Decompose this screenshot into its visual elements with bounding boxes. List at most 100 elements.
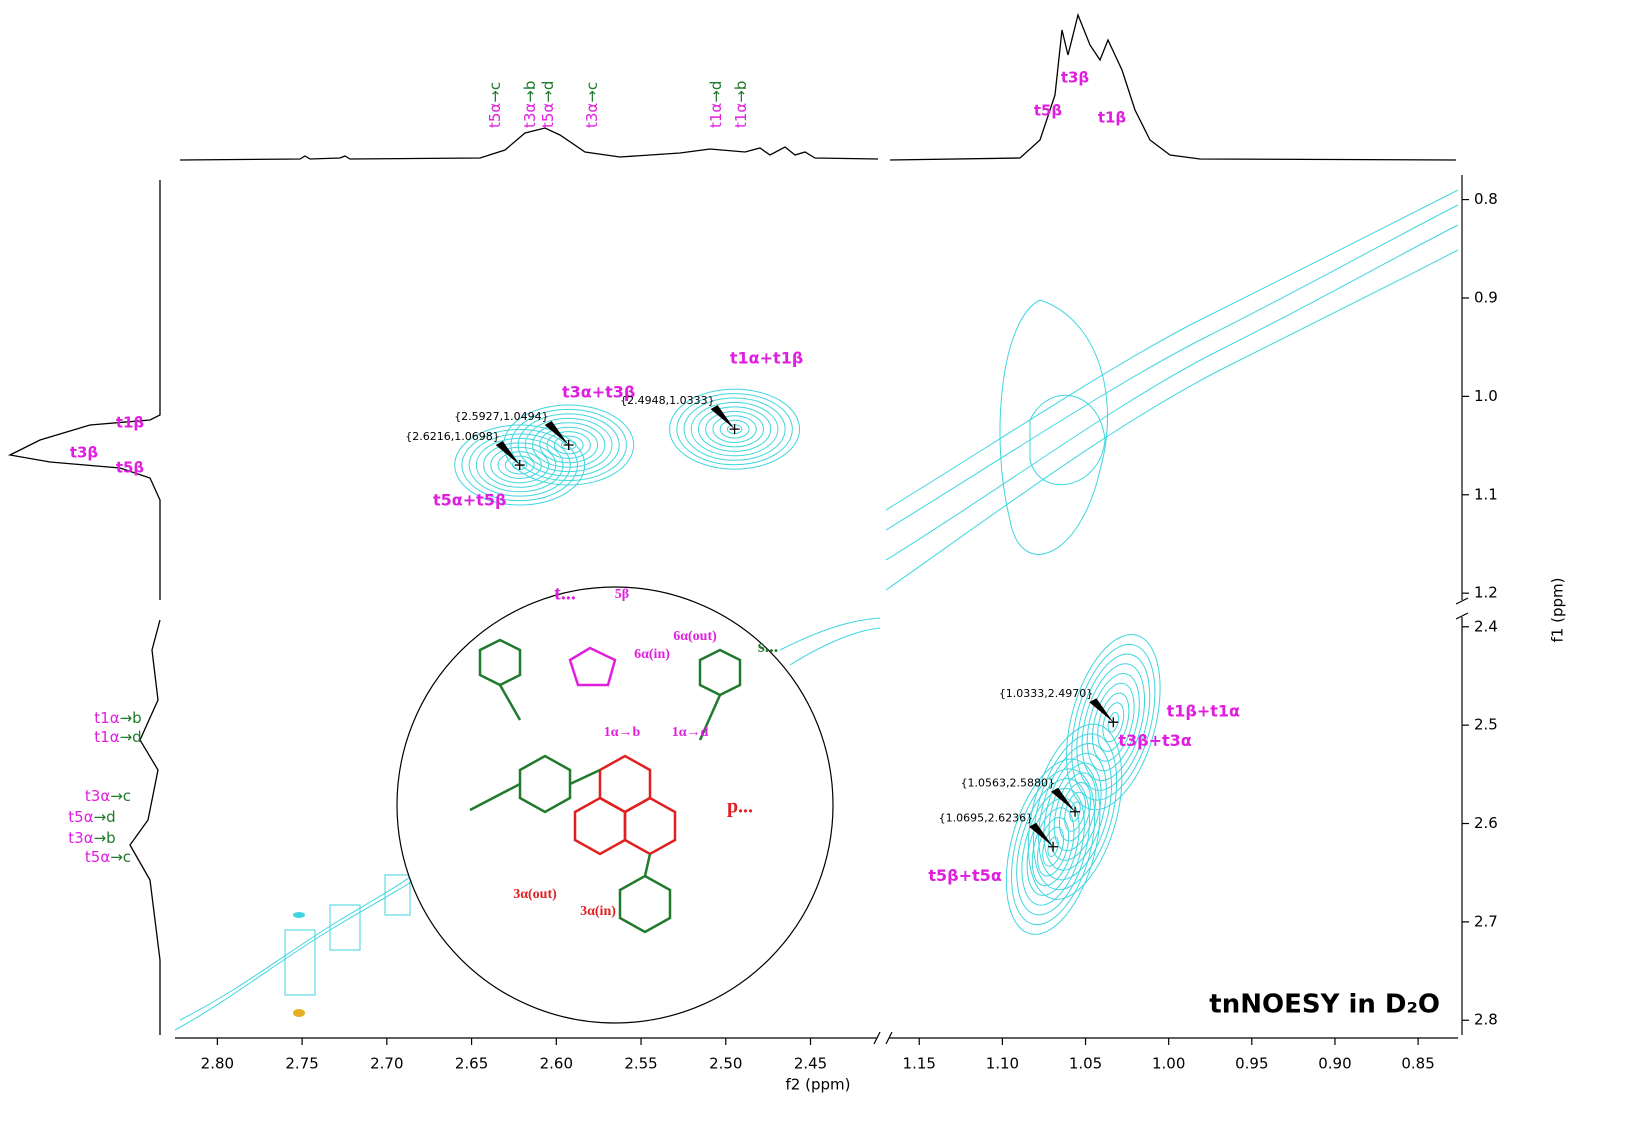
x-tick-label: 0.85 — [1401, 1055, 1434, 1073]
assignment-from: t5α — [85, 848, 110, 866]
coord-label: {2.4948,1.0333} — [620, 394, 714, 407]
coord-label: {1.0695,2.6236} — [939, 812, 1033, 825]
structure-label: 3α(out) — [513, 887, 557, 902]
assignment-from: t5α — [68, 808, 93, 826]
projection-peak-label: t1β — [1098, 109, 1127, 127]
assignment-label: t1α→d — [94, 728, 141, 746]
x-tick-label: 2.55 — [624, 1055, 657, 1073]
assignment-from: t1α — [707, 103, 725, 128]
y-tick-label: 1.1 — [1474, 485, 1498, 503]
contour — [293, 912, 305, 918]
pointer-arrow — [544, 420, 569, 445]
contour — [705, 410, 764, 448]
peak-marker — [729, 424, 740, 435]
assignment-to: →c — [583, 82, 601, 103]
y-tick-label: 2.6 — [1474, 814, 1498, 832]
assignment-to: →b — [94, 829, 116, 847]
assignment-from: t3α — [68, 829, 93, 847]
y-tick-label: 0.8 — [1474, 190, 1498, 208]
y-tick-label: 2.4 — [1474, 617, 1498, 635]
x-tick-label: 1.10 — [986, 1055, 1019, 1073]
chart-title: tnNOESY in D₂O — [1209, 990, 1440, 1020]
contour — [1027, 723, 1123, 900]
contour — [532, 422, 606, 468]
left-projection — [129, 619, 161, 1035]
contour — [1081, 663, 1145, 782]
assignment-label: t3α→b — [521, 81, 539, 128]
contour — [517, 413, 620, 477]
x-tick-label: 1.05 — [1069, 1055, 1102, 1073]
y-tick-label: 2.7 — [1474, 912, 1498, 930]
y-tick-label: 1.0 — [1474, 387, 1498, 405]
structure-label: 6α(out) — [673, 629, 717, 644]
peak-label: t1β+t1α — [1167, 702, 1240, 721]
assignment-to: →c — [110, 848, 131, 866]
pointer-arrow — [495, 441, 520, 466]
peak-label: t3β+t3α — [1118, 731, 1191, 750]
assignment-from: t5α — [486, 103, 504, 128]
assignment-label: t5α→c — [85, 848, 131, 866]
projection-peak-label: t5β — [1034, 102, 1063, 120]
pointer-arrow — [1089, 698, 1114, 723]
peak-marker — [1048, 841, 1059, 852]
x-tick-label: 1.15 — [903, 1055, 936, 1073]
contour — [483, 442, 557, 488]
coord-label: {2.5927,1.0494} — [454, 410, 548, 423]
contour — [669, 388, 801, 470]
contour — [1021, 787, 1085, 906]
x-tick-label: 2.70 — [370, 1055, 403, 1073]
left-projection — [7, 180, 161, 600]
structure — [469, 638, 742, 934]
assignment-from: t1α — [94, 709, 119, 727]
coord-label: {1.0563,2.5880} — [961, 777, 1055, 790]
contour — [1032, 733, 1118, 891]
contour — [1097, 692, 1130, 752]
axis-break — [873, 597, 1469, 1045]
pointer-arrow — [1029, 822, 1054, 847]
structure-label: 1α→d — [672, 725, 709, 740]
x-tick-label: 2.45 — [794, 1055, 827, 1073]
y-tick-label: 2.5 — [1474, 716, 1498, 734]
x-tick-label: 2.75 — [285, 1055, 318, 1073]
coord-label: {2.6216,1.0698} — [405, 430, 499, 443]
contour — [1005, 758, 1101, 935]
contour — [690, 401, 779, 457]
diagonal-contours — [174, 189, 1459, 1031]
contour — [1047, 836, 1059, 857]
contour — [1016, 778, 1090, 916]
structure-label: 6α(in) — [634, 647, 670, 662]
top-projection — [179, 127, 879, 161]
y-tick-label: 1.2 — [1474, 584, 1498, 602]
structure-label: t... — [554, 583, 576, 605]
contour — [1092, 682, 1135, 762]
assignment-to: →d — [707, 81, 725, 103]
y-tick-label: 0.9 — [1474, 288, 1498, 306]
contour — [524, 417, 613, 473]
assignment-label: t1α→b — [94, 709, 141, 727]
contour — [719, 419, 750, 439]
contour — [1071, 643, 1156, 801]
contour — [1107, 711, 1120, 733]
contour — [1011, 768, 1096, 926]
projection-peak-label: t3β — [1061, 69, 1090, 87]
peak-marker — [1108, 717, 1119, 728]
contour — [510, 408, 627, 482]
peak-label: t5β+t5α — [928, 866, 1001, 885]
assignment-label: t3α→b — [68, 829, 115, 847]
structure-label: p... — [727, 796, 753, 818]
x-tick-label: 2.50 — [709, 1055, 742, 1073]
peak-label: t5α+t5β — [433, 491, 506, 510]
contour — [676, 393, 793, 466]
contour — [1086, 673, 1140, 772]
contour — [553, 435, 584, 455]
pointer-arrow — [1051, 787, 1076, 812]
contour — [712, 415, 757, 443]
x-tick-label: 2.65 — [455, 1055, 488, 1073]
projection-peak-label: t5β — [116, 459, 145, 477]
assignment-to: →b — [732, 81, 750, 103]
assignment-to: →c — [486, 82, 504, 103]
assignment-to: →d — [94, 808, 116, 826]
contour — [1031, 807, 1075, 887]
structure-label: 5β — [615, 587, 629, 602]
peak-marker — [514, 460, 525, 471]
